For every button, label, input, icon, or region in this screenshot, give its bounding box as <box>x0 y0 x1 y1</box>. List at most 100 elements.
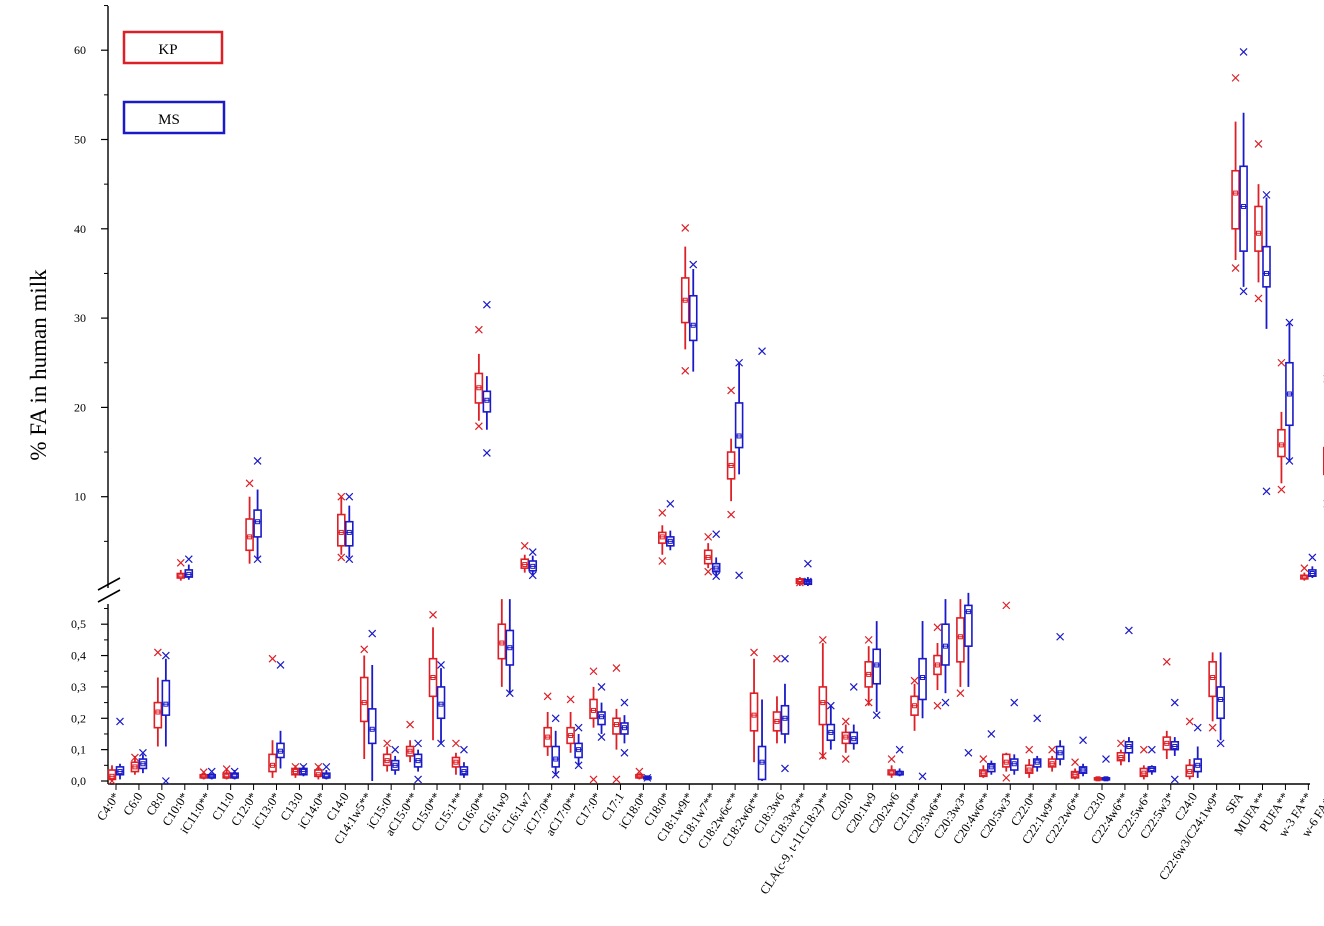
outlier <box>437 739 445 748</box>
box-kp <box>1185 717 1195 780</box>
outlier <box>1071 758 1079 767</box>
outlier <box>933 701 942 710</box>
outlier <box>337 492 346 501</box>
outlier <box>153 648 162 657</box>
outlier <box>781 654 789 663</box>
box-ms <box>757 347 767 781</box>
box-kp <box>979 755 988 778</box>
outlier <box>658 557 667 565</box>
box-kp <box>291 762 300 778</box>
y-tick-label-lower: 0,5 <box>71 617 86 631</box>
box-body <box>1170 740 1180 751</box>
outlier <box>849 682 858 691</box>
box-ms <box>230 767 239 780</box>
outlier <box>161 777 170 785</box>
box-ms <box>643 773 652 782</box>
box-kp <box>107 765 117 785</box>
box-ms <box>482 300 492 457</box>
outlier <box>1010 698 1019 707</box>
box-ms <box>826 701 836 750</box>
box-body <box>987 762 996 773</box>
outlier <box>1208 723 1217 732</box>
outlier <box>414 739 423 748</box>
box-kp <box>130 753 140 775</box>
outlier <box>1239 48 1248 56</box>
box-kp <box>1047 745 1057 772</box>
box-body <box>734 402 744 449</box>
box-body <box>757 745 767 781</box>
outlier <box>1170 775 1179 784</box>
box-ms <box>1308 553 1317 578</box>
outlier <box>1048 745 1057 754</box>
box-ms <box>987 730 996 775</box>
box-ms <box>1055 632 1065 766</box>
box-body <box>1032 758 1042 768</box>
box-kp <box>451 739 461 775</box>
box-ms <box>620 698 629 757</box>
outlier <box>406 720 415 729</box>
box-kp <box>795 577 805 587</box>
outlier <box>887 755 896 763</box>
outlier <box>727 386 736 395</box>
box-kp <box>1254 140 1263 303</box>
outlier <box>108 777 116 785</box>
outlier <box>964 748 973 757</box>
outlier <box>391 745 400 754</box>
box-body <box>1216 686 1225 720</box>
box-ms <box>322 762 331 780</box>
outlier <box>803 577 812 586</box>
outlier <box>184 555 193 564</box>
box-kp <box>199 768 209 780</box>
box-body <box>1262 245 1271 288</box>
box-body <box>115 766 125 776</box>
outlier <box>528 548 537 556</box>
box-body <box>1185 764 1195 778</box>
box-kp <box>474 325 484 431</box>
outlier <box>452 739 460 748</box>
box-kp <box>864 635 873 707</box>
outlier <box>1116 739 1125 748</box>
outlier <box>612 664 621 673</box>
outlier <box>253 555 262 564</box>
outlier <box>795 578 804 587</box>
box-body <box>1116 751 1126 762</box>
box-body <box>367 708 377 745</box>
outlier <box>199 768 208 777</box>
box-ms <box>528 548 538 580</box>
outlier <box>910 676 919 685</box>
box-kp <box>1208 652 1217 732</box>
outlier <box>437 661 445 669</box>
outlier <box>1231 73 1240 82</box>
outlier <box>222 765 231 774</box>
box-ms <box>115 717 125 780</box>
outlier <box>681 366 690 375</box>
box-body <box>956 617 965 663</box>
box-kp <box>680 223 690 375</box>
outlier <box>864 635 873 644</box>
box-ms <box>459 745 469 778</box>
outlier <box>597 682 606 691</box>
outlier <box>1193 723 1202 732</box>
outlier <box>735 571 744 580</box>
outlier <box>864 698 873 707</box>
outlier <box>712 572 721 581</box>
outlier <box>176 558 185 567</box>
outlier <box>758 347 766 356</box>
axes <box>97 6 1310 785</box>
box-ms <box>964 592 973 757</box>
box-body <box>688 294 698 342</box>
box-body <box>849 731 859 745</box>
box-kp <box>543 692 552 756</box>
outlier <box>589 775 598 784</box>
box-kp <box>1162 657 1172 760</box>
legend-label-kp: KP <box>158 42 177 58</box>
box-kp <box>566 695 575 753</box>
outlier <box>116 717 124 726</box>
x-tick-label: C6:0 <box>120 790 145 818</box>
box-kp <box>1231 73 1240 273</box>
outlier <box>773 654 781 663</box>
outlier <box>414 775 423 784</box>
box-ms <box>390 745 400 775</box>
outlier <box>345 555 354 564</box>
